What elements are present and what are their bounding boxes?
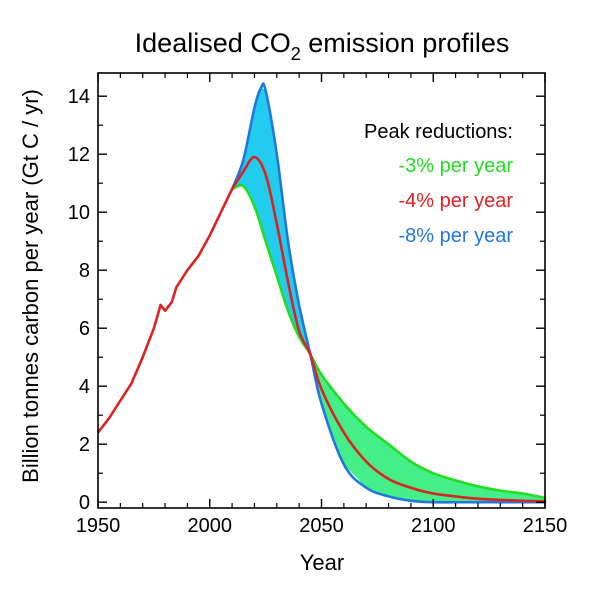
y-tick-label-2: 2 [79, 434, 90, 456]
x-tick-label-1950: 1950 [76, 515, 121, 537]
x-tick-label-2150: 2150 [523, 515, 568, 537]
x-tick-label-2100: 2100 [411, 515, 456, 537]
plot-area [96, 82, 547, 504]
y-tick-label-10: 10 [68, 202, 90, 224]
y-tick-label-4: 4 [79, 376, 90, 398]
chart-title-suffix: emission profiles [301, 28, 510, 58]
y-axis-title: Billion tonnes carbon per year (Gt C / y… [18, 89, 43, 483]
axes: 1950 2000 2050 2100 2150 0 2 4 6 8 10 12 14 [68, 72, 568, 537]
legend-entry-3: -8% per year [399, 225, 514, 247]
y-tick-label-14: 14 [68, 86, 90, 108]
x-tick-label-2000: 2000 [188, 515, 233, 537]
series-line-3-per-year [230, 183, 547, 500]
y-tick-label-12: 12 [68, 144, 90, 166]
series-line-historical [96, 188, 234, 434]
series-line-4-per-year [230, 155, 547, 503]
y-tick-label-8: 8 [79, 260, 90, 282]
y-tick-label-6: 6 [79, 318, 90, 340]
y-tick-label-0: 0 [79, 492, 90, 514]
chart-title-subscript: 2 [291, 44, 301, 64]
x-axis-title: Year [300, 550, 344, 575]
chart-title: Idealised CO2 emission profiles [135, 28, 510, 64]
x-tick-label-2050: 2050 [299, 515, 344, 537]
chart-title-main: Idealised CO [135, 28, 291, 58]
legend-title: Peak reductions: [364, 121, 513, 143]
legend-entry-1: -3% per year [399, 155, 514, 177]
legend-entry-2: -4% per year [399, 190, 514, 212]
legend: Peak reductions: -3% per year -4% per year… [364, 121, 513, 247]
